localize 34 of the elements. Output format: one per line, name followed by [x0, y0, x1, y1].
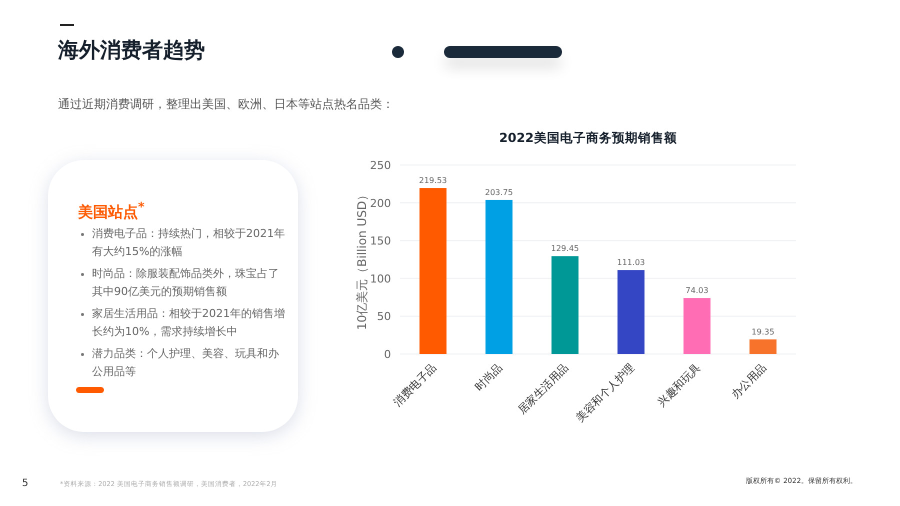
y-tick-label: 250: [370, 159, 391, 172]
data-label: 129.45: [551, 244, 579, 254]
data-label: 203.75: [485, 188, 513, 197]
text: 消费电子品：持续热门，相较于2021年有大约15%的涨幅: [92, 226, 286, 260]
text: 5: [22, 478, 28, 489]
bar: [486, 200, 512, 354]
text: 家居生活用品：相较于2021年的销售增长约为10%，需求持续增长中: [92, 306, 286, 340]
text: 时尚品：除服装配饰品类外，珠宝占了其中90亿美元的预期销售额: [92, 266, 280, 300]
y-tick-label: 200: [370, 196, 391, 210]
y-tick-label: 150: [370, 234, 391, 248]
chart-title: 2022美国电子商务预期销售额: [499, 130, 678, 145]
text: 海外消费者趋势: [58, 37, 205, 64]
data-label: 111.03: [617, 258, 645, 268]
y-tick-label: 100: [370, 272, 391, 286]
x-tick-label: 办公用品: [728, 360, 770, 402]
x-tick-label: 兴趣和玩具: [655, 360, 704, 410]
data-label: 19.35: [752, 327, 774, 336]
data-label: 219.53: [419, 176, 447, 186]
text: 美国站点$^{*}$: [78, 199, 145, 222]
x-tick-label: 时尚品: [472, 360, 506, 394]
bar: [552, 256, 578, 354]
x-tick-label: 居家生活用品: [515, 360, 572, 417]
y-tick-label: 50: [377, 310, 391, 324]
bar: [618, 270, 644, 354]
bar: [750, 339, 776, 354]
bar: [420, 188, 446, 354]
bar: [684, 298, 710, 354]
y-tick-label: 0: [384, 348, 391, 361]
x-tick-label: 美容和个人护理: [573, 360, 638, 425]
text: 潜力品类：个人护理、美容、玩具和办公用品等: [92, 346, 280, 380]
y-axis-title: 10亿美元（Billion USD）: [355, 188, 369, 330]
data-label: 74.03: [686, 286, 708, 296]
x-tick-label: 消费电子品: [391, 360, 440, 410]
text: 通过近期消费调研，整理出美国、欧洲、日本等站点热名品类：: [58, 96, 394, 113]
